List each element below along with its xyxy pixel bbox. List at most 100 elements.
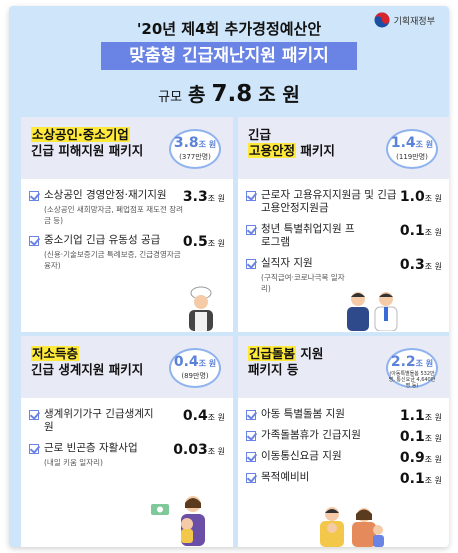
bubble-subtitle: (119만명) xyxy=(396,153,428,161)
item-label: 소상공인 경영안정·재기지원 xyxy=(44,189,167,201)
checkbox-icon xyxy=(29,236,39,246)
item-amount-value: 0.4 xyxy=(182,408,208,424)
panel-items: 소상공인 경영안정·재기지원 (소상공인 새희망자금, 폐업점포 재도전 장려금… xyxy=(29,189,225,279)
item-amount: 0.1조 원 xyxy=(400,223,442,239)
item-amount-value: 1.1 xyxy=(399,408,425,424)
panel-amount-bubble: 1.4조 원 (119만명) xyxy=(386,129,438,169)
checkbox-icon xyxy=(246,259,256,269)
bubble-unit: 조 원 xyxy=(198,359,217,368)
item-amount-unit: 조 원 xyxy=(207,239,225,248)
checkbox-icon xyxy=(29,444,39,454)
panel-title-rest: 긴급 피해지원 패키지 xyxy=(31,143,144,158)
item-amount: 0.4조 원 xyxy=(183,408,225,424)
item-amount: 3.3조 원 xyxy=(183,189,225,205)
panel-header: 소상공인·중소기업 긴급 피해지원 패키지 3.8조 원 (377만명) xyxy=(21,117,233,179)
panel-title-highlight: 긴급돌봄 xyxy=(248,346,297,361)
item-amount: 0.5조 원 xyxy=(183,234,225,250)
bubble-unit: 조 원 xyxy=(415,140,434,149)
bubble-amount: 1.4 xyxy=(390,135,416,151)
item-label: 실직자 지원 xyxy=(261,257,313,269)
office-workers-illustration-icon xyxy=(347,292,398,331)
list-item: 이동통신요금 지원 0.9조 원 xyxy=(246,450,442,466)
panel-small-business: 소상공인·중소기업 긴급 피해지원 패키지 3.8조 원 (377만명) 소상공… xyxy=(21,117,233,332)
panel-amount-bubble: 2.2조 원 (아동특별돌봄 532만명, 통신요금 4,640만명 등) xyxy=(386,348,438,389)
checkbox-icon xyxy=(246,410,256,420)
list-item: 실직자 지원 (구직급여·코로나극복 일자리) 0.3조 원 xyxy=(246,257,442,294)
panel-amount-bubble: 3.8조 원 (377만명) xyxy=(169,129,221,169)
item-amount-unit: 조 원 xyxy=(424,262,442,271)
panel-items: 생계위기가구 긴급생계지원 0.4조 원 근로 빈곤층 자활사업 (내일 키움 … xyxy=(29,408,225,476)
item-label: 이동통신요금 지원 xyxy=(261,450,342,462)
item-label: 목적예비비 xyxy=(261,471,310,483)
checkbox-icon xyxy=(246,452,256,462)
panel-title: 저소득층 긴급 생계지원 패키지 xyxy=(31,346,161,378)
panel-title-highlight: 고용안정 xyxy=(248,143,297,158)
checkbox-icon xyxy=(246,473,256,483)
panel-title: 소상공인·중소기업 긴급 피해지원 패키지 xyxy=(31,127,161,159)
panel-title-rest: 긴급 생계지원 패키지 xyxy=(31,362,144,377)
list-item: 가족돌봄휴가 긴급지원 0.1조 원 xyxy=(246,429,442,445)
panel-header: 저소득층 긴급 생계지원 패키지 0.4조 원 (89만명) xyxy=(21,336,233,398)
chef-illustration-icon xyxy=(189,286,213,331)
total-scale: 규모 총 7.8 조 원 xyxy=(9,80,449,107)
bubble-subtitle: (377만명) xyxy=(179,153,211,161)
item-amount-value: 3.3 xyxy=(182,189,208,205)
item-amount: 0.1조 원 xyxy=(400,429,442,445)
item-label: 아동 특별돌봄 지원 xyxy=(261,408,345,420)
item-amount: 0.9조 원 xyxy=(400,450,442,466)
panel-title-highlight: 저소득층 xyxy=(31,346,80,361)
ministry-name: 기획재정부 xyxy=(393,16,435,27)
item-label: 근로 빈곤층 자활사업 xyxy=(44,442,138,454)
list-item: 아동 특별돌봄 지원 1.1조 원 xyxy=(246,408,442,424)
korea-emblem-icon xyxy=(374,12,390,28)
checkbox-icon xyxy=(246,225,256,235)
list-item: 소상공인 경영안정·재기지원 (소상공인 새희망자금, 폐업점포 재도전 장려금… xyxy=(29,189,225,226)
list-item: 근로 빈곤층 자활사업 (내일 키움 일자리) 0.03조 원 xyxy=(29,442,225,468)
bubble-subtitle: (아동특별돌봄 532만명, 통신요금 4,640만명 등) xyxy=(388,371,436,389)
item-note: (내일 키움 일자리) xyxy=(44,458,103,467)
panel-header: 긴급 고용안정 패키지 1.4조 원 (119만명) xyxy=(238,117,449,179)
item-amount-unit: 조 원 xyxy=(207,447,225,456)
checkbox-icon xyxy=(246,431,256,441)
item-note: (구직급여·코로나극복 일자리) xyxy=(261,273,345,293)
panel-title: 긴급 고용안정 패키지 xyxy=(248,127,378,159)
item-amount-value: 0.03 xyxy=(173,442,208,458)
list-item: 청년 특별취업지원 프로그램 0.1조 원 xyxy=(246,223,442,249)
list-item: 목적예비비 0.1조 원 xyxy=(246,471,442,487)
panel-title-top: 긴급 xyxy=(248,127,272,142)
list-item: 근로자 고용유지지원금 및 긴급고용안정지원금 1.0조 원 xyxy=(246,189,442,215)
item-amount-value: 0.5 xyxy=(182,234,208,250)
page-title: '20년 제4회 추가경정예산안 xyxy=(136,20,322,38)
scale-prefix: 총 xyxy=(188,84,206,106)
panel-header: 긴급돌봄 지원 패키지 등 2.2조 원 (아동특별돌봄 532만명, 통신요금… xyxy=(238,336,449,398)
item-amount-unit: 조 원 xyxy=(424,194,442,203)
checkbox-icon xyxy=(246,191,256,201)
bubble-amount: 3.8 xyxy=(173,135,199,151)
item-amount-unit: 조 원 xyxy=(424,455,442,464)
mother-child-illustration-icon xyxy=(151,496,205,546)
item-amount-unit: 조 원 xyxy=(207,194,225,203)
checkbox-icon xyxy=(29,410,39,420)
item-amount-value: 1.0 xyxy=(399,189,425,205)
family-illustration-icon xyxy=(320,507,384,547)
panel-items: 근로자 고용유지지원금 및 긴급고용안정지원금 1.0조 원 청년 특별취업지원… xyxy=(246,189,442,302)
item-amount: 0.1조 원 xyxy=(400,471,442,487)
scale-amount: 7.8 xyxy=(211,81,253,107)
bubble-subtitle: (89만명) xyxy=(181,372,209,380)
item-amount-value: 0.3 xyxy=(399,257,425,273)
bubble-amount: 0.4 xyxy=(173,354,199,370)
item-amount-unit: 조 원 xyxy=(424,413,442,422)
panel-title-rest: 패키지 등 xyxy=(248,362,299,377)
panel-care: 긴급돌봄 지원 패키지 등 2.2조 원 (아동특별돌봄 532만명, 통신요금… xyxy=(238,336,449,547)
item-note: (소상공인 새희망자금, 폐업점포 재도전 장려금 등) xyxy=(44,205,184,225)
item-amount: 0.3조 원 xyxy=(400,257,442,273)
panel-title-highlight: 소상공인·중소기업 xyxy=(31,127,130,142)
item-amount: 1.1조 원 xyxy=(400,408,442,424)
item-amount: 1.0조 원 xyxy=(400,189,442,205)
panel-items: 아동 특별돌봄 지원 1.1조 원 가족돌봄휴가 긴급지원 0.1조 원 이동통… xyxy=(246,408,442,492)
ministry-logo: 기획재정부 xyxy=(374,12,435,28)
panel-title: 긴급돌봄 지원 패키지 등 xyxy=(248,346,378,378)
item-amount-value: 0.9 xyxy=(399,450,425,466)
item-note: (신용·기술보증기금 특례보증, 긴급경영자금 융자) xyxy=(44,250,181,270)
scale-label: 규모 xyxy=(158,90,183,105)
